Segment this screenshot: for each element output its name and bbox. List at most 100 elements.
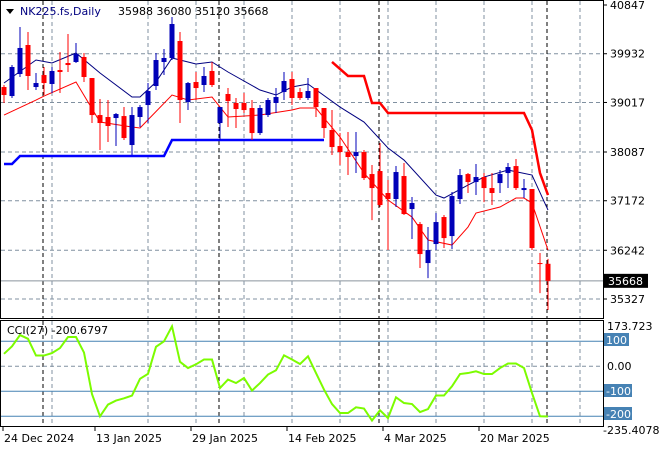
candle-body — [97, 115, 103, 124]
candle — [521, 179, 527, 199]
candle — [321, 108, 327, 139]
candle — [449, 192, 455, 250]
candle-body — [393, 172, 399, 200]
candle — [89, 78, 95, 124]
candle — [217, 107, 223, 141]
candle — [513, 159, 519, 191]
candle — [505, 163, 511, 189]
candle-body — [441, 217, 447, 239]
candle — [465, 173, 471, 194]
cci-panel-border — [0, 320, 604, 427]
candle — [425, 227, 431, 279]
candle-body — [113, 114, 119, 119]
support-line — [4, 138, 324, 166]
candle-body — [321, 108, 327, 129]
candle — [33, 73, 39, 91]
candle-body — [385, 193, 391, 200]
candle — [9, 65, 15, 98]
candle-body — [545, 263, 551, 281]
candle-body — [497, 174, 503, 184]
candle-body — [281, 81, 287, 93]
candle-body — [361, 152, 367, 179]
candle — [369, 165, 375, 221]
candle-body — [137, 107, 143, 118]
cci-level-100-badge — [604, 333, 629, 346]
cci-level-100: 100 — [606, 334, 627, 347]
candle — [73, 43, 79, 64]
triangle-down-icon[interactable] — [6, 9, 14, 14]
candle — [25, 32, 31, 91]
candle-body — [17, 47, 23, 75]
candle-body — [33, 83, 39, 88]
candle-body — [193, 82, 199, 89]
candle-body — [473, 177, 479, 183]
candle-body — [417, 224, 423, 255]
candle — [153, 52, 159, 91]
date-label: 13 Jan 2025 — [96, 432, 162, 445]
candle-body — [241, 103, 247, 111]
candle — [201, 66, 207, 93]
candle-body — [81, 56, 87, 78]
candle-body — [1, 87, 7, 96]
cci-level-minus100: -100 — [606, 385, 631, 398]
symbol-label: NK225.fs,Daily — [20, 5, 101, 18]
candle-body — [57, 70, 63, 73]
candle — [161, 48, 167, 76]
candle — [529, 189, 535, 251]
cci-panel — [1, 323, 603, 423]
candle-body — [425, 250, 431, 264]
resistance-line — [331, 61, 550, 196]
price-tick-label: 40847 — [610, 0, 645, 12]
cci-label: CCI(27) -200.6797 — [7, 324, 108, 337]
price-axis: 40847 39932 39017 38087 37172 36242 35327 35668 — [603, 0, 648, 306]
candle-body — [401, 176, 407, 215]
candle — [241, 92, 247, 114]
candle — [417, 222, 423, 269]
candle — [489, 173, 495, 206]
candle — [177, 32, 183, 124]
candle-body — [521, 188, 527, 191]
price-tick-label: 36242 — [610, 244, 645, 257]
candle — [329, 110, 335, 156]
candle — [409, 197, 415, 240]
candle-body — [273, 97, 279, 103]
cci-axis-top: 173.723 — [607, 320, 653, 333]
candle — [441, 215, 447, 249]
candle-body — [49, 70, 55, 84]
candle-body — [257, 108, 263, 134]
date-label: 14 Feb 2025 — [288, 432, 356, 445]
price-tick-label: 38087 — [610, 146, 645, 159]
candle-body — [337, 146, 343, 153]
candle-body — [409, 203, 415, 210]
candle-body — [353, 152, 359, 157]
candle-body — [289, 79, 295, 98]
candle-body — [129, 115, 135, 146]
candle — [1, 84, 7, 103]
candle-body — [177, 41, 183, 101]
candle — [129, 107, 135, 156]
date-label: 24 Dec 2024 — [4, 432, 74, 445]
candle-body — [489, 188, 495, 194]
candle — [105, 100, 111, 143]
candle-body — [505, 167, 511, 174]
candle-body — [217, 107, 223, 124]
candle-body — [25, 44, 31, 76]
candle-body — [433, 222, 439, 245]
candle — [81, 52, 87, 83]
candle-body — [233, 103, 239, 110]
cci-level-minus200-badge — [604, 407, 632, 420]
main-panel-border — [0, 0, 604, 319]
current-price-label: 35668 — [608, 275, 643, 288]
current-price-badge — [604, 273, 648, 288]
candle — [545, 258, 551, 311]
candle — [49, 66, 55, 93]
candle — [297, 88, 303, 101]
candle-body — [265, 100, 271, 116]
cci-axis-zero: 0.00 — [607, 360, 632, 373]
candle-body — [457, 175, 463, 200]
candle-body — [313, 88, 319, 108]
candle-body — [537, 263, 543, 265]
price-tick-label: 37172 — [610, 195, 645, 208]
cci-level-minus100-badge — [604, 384, 632, 397]
